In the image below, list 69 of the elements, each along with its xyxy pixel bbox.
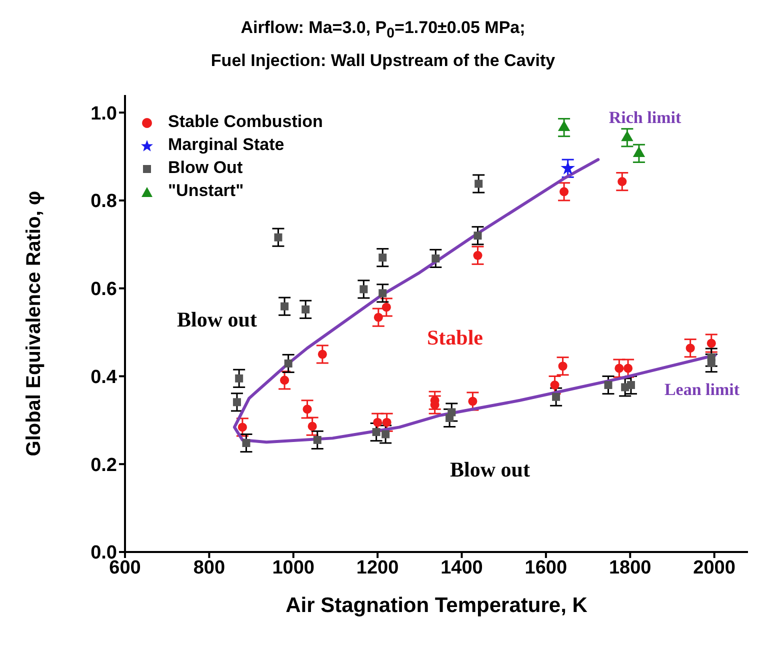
point xyxy=(274,233,282,242)
point xyxy=(378,254,387,262)
point xyxy=(686,344,695,353)
point xyxy=(473,250,482,260)
point xyxy=(432,254,440,262)
point xyxy=(560,160,576,174)
point xyxy=(302,404,312,414)
point xyxy=(624,364,633,373)
point xyxy=(238,422,247,432)
chart-title: Airflow: Ma=3.0, P$_{0}$=1.70±0.05 MPa; xyxy=(240,17,526,44)
point xyxy=(318,350,327,359)
point xyxy=(560,187,569,196)
point xyxy=(474,232,482,240)
point xyxy=(378,289,387,298)
point xyxy=(374,312,383,322)
point xyxy=(372,428,380,436)
x-tick-label: 1000 xyxy=(272,557,315,578)
annotation: Rich limit xyxy=(608,108,682,128)
x-tick-label: 1600 xyxy=(524,557,568,578)
point xyxy=(558,362,568,371)
x-tick-label: 2000 xyxy=(693,557,736,578)
x-tick-label: 800 xyxy=(193,557,226,578)
annotation: Lean limit xyxy=(664,380,740,400)
point xyxy=(558,120,570,132)
point xyxy=(474,180,483,188)
point xyxy=(280,302,289,310)
point xyxy=(614,364,624,373)
point xyxy=(550,380,560,390)
chart-subtitle: Fuel Injection: Wall Upstream of the Cavity xyxy=(210,50,556,72)
point xyxy=(626,381,635,390)
point xyxy=(242,439,250,448)
point xyxy=(382,418,392,427)
y-tick-label: 0.4 xyxy=(90,366,118,388)
point xyxy=(235,374,244,382)
x-tick-label: 1800 xyxy=(608,557,652,578)
point xyxy=(448,408,456,416)
point xyxy=(706,338,716,348)
point xyxy=(604,381,612,390)
y-tick-label: 0.6 xyxy=(90,279,117,300)
x-tick-label: 1400 xyxy=(440,557,483,578)
point xyxy=(232,398,241,406)
point xyxy=(373,418,382,427)
point xyxy=(313,436,322,444)
point xyxy=(632,146,646,157)
point xyxy=(382,302,391,312)
x-axis-title: Air Stagnation Temperature, K xyxy=(286,594,588,617)
point xyxy=(360,285,368,294)
legend-label: Marginal State xyxy=(167,134,286,156)
annotation: Stable xyxy=(426,326,484,350)
legend-label: "Unstart" xyxy=(167,180,245,202)
point xyxy=(302,305,310,314)
point xyxy=(280,376,290,385)
point xyxy=(468,396,478,406)
point xyxy=(552,392,560,401)
point xyxy=(382,430,390,438)
annotation: Blow out xyxy=(177,308,257,332)
point xyxy=(308,422,317,431)
y-tick-label: 0.2 xyxy=(90,454,117,476)
y-axis-title: Global Equivalence Ratio, φ xyxy=(23,190,46,456)
point xyxy=(707,359,716,368)
point xyxy=(618,177,627,186)
point xyxy=(621,130,634,142)
point xyxy=(284,359,292,368)
x-tick-label: 1200 xyxy=(356,557,399,578)
legend-label: Stable Combustion xyxy=(167,111,323,133)
legend-label: Blow Out xyxy=(167,157,244,179)
y-tick-label: 0.8 xyxy=(90,191,117,212)
annotation: Blow out xyxy=(450,458,530,482)
y-tick-label: 1.0 xyxy=(90,103,117,124)
